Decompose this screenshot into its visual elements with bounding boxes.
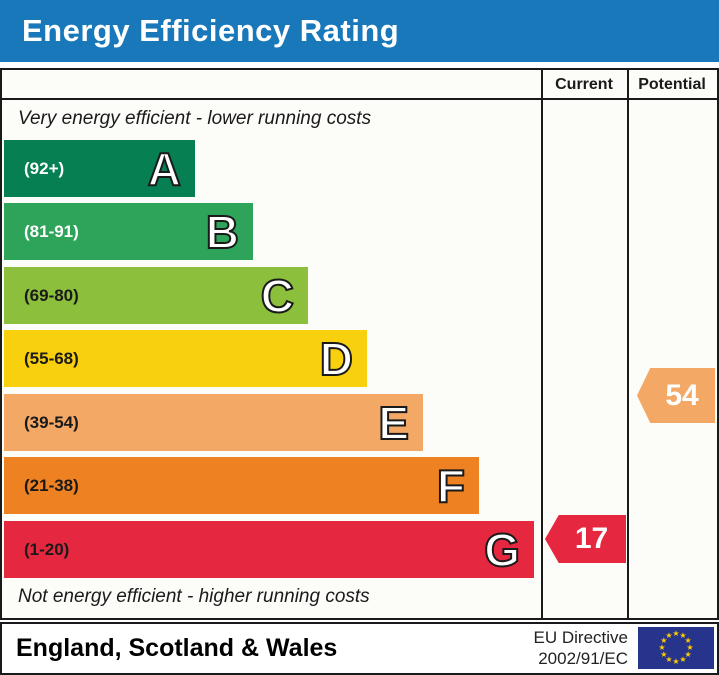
band-d-letter: D bbox=[319, 332, 354, 385]
eu-flag-icon: ★ ★ ★ ★ ★ ★ ★ ★ ★ ★ ★ ★ bbox=[638, 627, 714, 669]
band-e-bar: (39-54) E bbox=[4, 394, 423, 451]
eu-flag-star: ★ bbox=[672, 629, 680, 638]
band-c-letter: C bbox=[260, 269, 295, 322]
header-divider bbox=[2, 98, 717, 100]
band-a-letter: A bbox=[147, 142, 182, 195]
page-title: Energy Efficiency Rating bbox=[22, 13, 400, 48]
band-b-range: (81-91) bbox=[24, 221, 79, 241]
region-label: England, Scotland & Wales bbox=[16, 634, 338, 662]
potential-rating-arrow: 54 bbox=[637, 368, 715, 423]
band-g-letter: G bbox=[483, 523, 521, 576]
band-d-range: (55-68) bbox=[24, 348, 79, 368]
eu-flag-star: ★ bbox=[684, 636, 692, 645]
top-note: Very energy efficient - lower running co… bbox=[18, 108, 372, 129]
current-column-header: Current bbox=[555, 76, 613, 93]
eu-flag-star: ★ bbox=[679, 630, 687, 640]
band-a-bar: (92+) A bbox=[4, 140, 195, 197]
band-b-letter: B bbox=[205, 205, 240, 258]
eu-directive-label: EU Directive 2002/91/EC bbox=[534, 627, 628, 669]
current-rating-arrow: 17 bbox=[545, 515, 626, 563]
band-c-range: (69-80) bbox=[24, 285, 79, 305]
eu-flag-star: ★ bbox=[672, 657, 680, 666]
band-g-bar: (1-20) G bbox=[4, 521, 534, 578]
band-a-range: (92+) bbox=[24, 158, 65, 178]
potential-column-header: Potential bbox=[638, 76, 706, 93]
eu-directive-line2: 2002/91/EC bbox=[538, 649, 628, 668]
band-f-bar: (21-38) F bbox=[4, 457, 479, 514]
eu-flag-star: ★ bbox=[686, 643, 694, 652]
eu-flag-star: ★ bbox=[679, 655, 687, 665]
current-column-divider bbox=[541, 70, 543, 618]
band-f-letter: F bbox=[436, 459, 466, 512]
eu-flag-star: ★ bbox=[660, 650, 668, 659]
band-e-letter: E bbox=[377, 396, 410, 449]
band-d-bar: (55-68) D bbox=[4, 330, 367, 387]
eu-flag-star: ★ bbox=[665, 630, 673, 640]
eu-flag-star: ★ bbox=[684, 650, 692, 659]
footer-bar: England, Scotland & Wales EU Directive 2… bbox=[0, 622, 719, 675]
eu-flag-star: ★ bbox=[658, 643, 666, 652]
bottom-note: Not energy efficient - higher running co… bbox=[18, 586, 370, 607]
eu-flag-star: ★ bbox=[665, 655, 673, 665]
eu-directive-line1: EU Directive bbox=[533, 628, 628, 647]
title-bar: Energy Efficiency Rating bbox=[0, 0, 719, 62]
band-c-bar: (69-80) C bbox=[4, 267, 308, 324]
potential-column-divider bbox=[627, 70, 629, 618]
band-b-bar: (81-91) B bbox=[4, 203, 253, 260]
band-f-range: (21-38) bbox=[24, 475, 79, 495]
eu-flag-star: ★ bbox=[660, 636, 668, 645]
band-g-range: (1-20) bbox=[24, 539, 70, 559]
band-e-range: (39-54) bbox=[24, 412, 79, 432]
rating-chart-box: Current Potential Very energy efficient … bbox=[0, 68, 719, 620]
